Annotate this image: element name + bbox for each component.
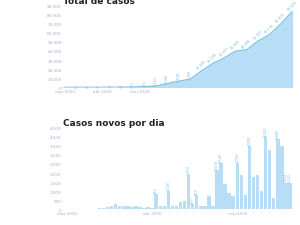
Text: 1.451: 1.451 (154, 76, 158, 86)
Bar (171, 206, 174, 209)
Bar (215, 170, 219, 209)
Text: 4.048: 4.048 (165, 74, 169, 84)
Text: 2.178: 2.178 (215, 159, 219, 169)
Text: 2.540: 2.540 (219, 152, 223, 162)
Text: 51.097: 51.097 (252, 29, 264, 41)
Text: 822: 822 (154, 187, 158, 193)
Bar (158, 206, 162, 209)
Bar (240, 175, 243, 209)
Bar (248, 146, 251, 209)
Bar (134, 206, 138, 209)
Bar (224, 184, 227, 209)
Bar (179, 202, 182, 209)
Bar (102, 208, 105, 209)
Text: 41.446: 41.446 (241, 38, 252, 50)
Text: 13: 13 (108, 83, 112, 87)
Bar (268, 150, 272, 209)
Bar (276, 140, 280, 209)
Bar (232, 196, 235, 209)
Bar (219, 164, 223, 209)
Text: 1.026: 1.026 (167, 180, 170, 190)
Text: 767: 767 (195, 188, 199, 194)
Text: 0: 0 (74, 85, 78, 87)
Bar (130, 207, 134, 209)
Bar (203, 206, 207, 209)
Text: 1.872: 1.872 (187, 164, 190, 174)
Text: 6.708: 6.708 (176, 71, 181, 81)
Bar (106, 207, 109, 209)
Bar (244, 195, 247, 209)
Bar (195, 196, 199, 209)
Bar (207, 196, 211, 209)
Bar (199, 206, 203, 209)
Text: 2.581: 2.581 (235, 152, 239, 162)
Bar (183, 201, 186, 209)
Bar (114, 204, 117, 209)
Text: 58.136: 58.136 (263, 23, 275, 34)
Bar (252, 177, 255, 209)
Bar (163, 206, 166, 209)
Text: 4.002: 4.002 (264, 126, 268, 136)
Bar (150, 208, 154, 209)
Text: 1.441: 1.441 (288, 172, 292, 182)
Text: 69.829: 69.829 (275, 12, 286, 24)
Text: 3.880: 3.880 (276, 128, 280, 138)
Bar (98, 208, 101, 209)
Text: 1: 1 (63, 85, 67, 87)
Bar (110, 206, 113, 209)
Bar (167, 191, 170, 209)
Text: Casos novos por dia: Casos novos por dia (63, 119, 165, 128)
Text: 8.869: 8.869 (188, 69, 192, 79)
Text: 745: 745 (142, 80, 146, 87)
Bar (142, 208, 146, 209)
Text: 46: 46 (120, 83, 124, 87)
Bar (264, 137, 267, 209)
Bar (118, 207, 122, 209)
Text: 26.168: 26.168 (207, 52, 218, 63)
Bar (146, 207, 150, 209)
Text: 32.197: 32.197 (218, 46, 230, 58)
Bar (260, 191, 263, 209)
Bar (280, 146, 283, 209)
Bar (138, 207, 142, 209)
Text: 240: 240 (131, 81, 135, 87)
Text: Total de casos: Total de casos (63, 0, 135, 6)
Bar (175, 207, 178, 209)
Text: 1.464: 1.464 (284, 172, 288, 182)
Bar (256, 175, 259, 209)
Bar (211, 206, 215, 209)
Text: 17.826: 17.826 (195, 59, 207, 71)
Bar (284, 183, 288, 209)
Bar (154, 194, 158, 209)
Bar (236, 163, 239, 209)
Text: 0: 0 (86, 85, 90, 87)
Bar (191, 204, 194, 209)
Bar (288, 183, 292, 209)
Bar (272, 198, 275, 209)
Text: 3.500: 3.500 (248, 135, 251, 145)
Text: 279: 279 (191, 196, 195, 203)
Bar (187, 176, 190, 209)
Bar (126, 206, 130, 209)
Text: 3: 3 (97, 85, 101, 87)
Bar (227, 193, 231, 209)
Text: 83.625: 83.625 (286, 0, 298, 11)
Bar (122, 206, 125, 209)
Text: 39.928: 39.928 (230, 39, 241, 51)
